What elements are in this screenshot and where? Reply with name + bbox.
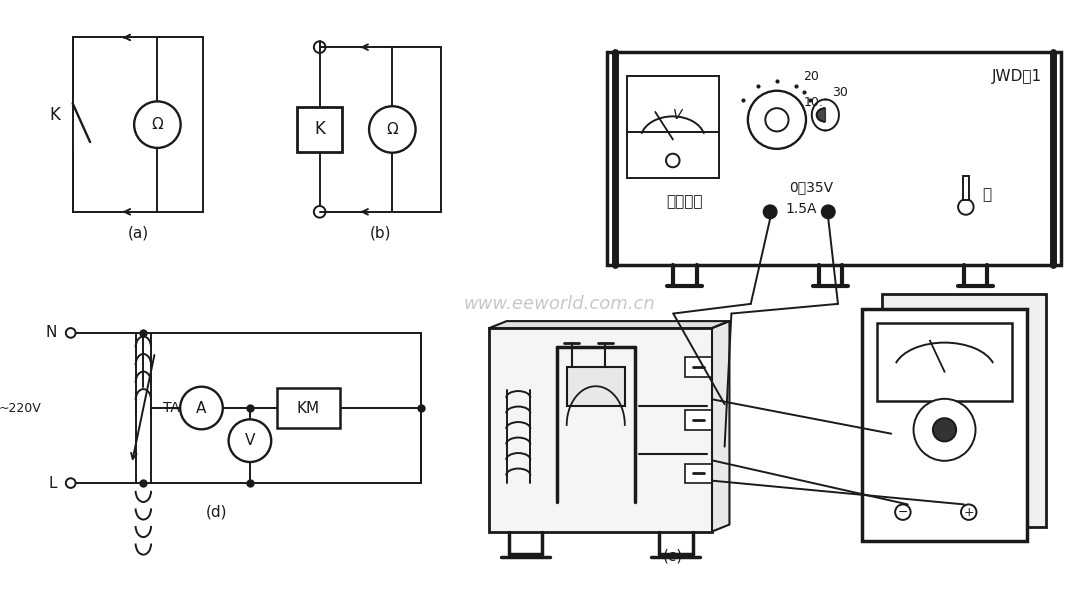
Text: 30: 30 [832,86,847,99]
Bar [489,328,712,531]
Text: (d): (d) [206,504,228,520]
Text: −: − [897,506,908,519]
Bar [277,388,340,428]
Bar [863,308,1026,541]
Circle shape [764,205,777,219]
Bar [608,52,1061,265]
Text: 20: 20 [803,69,819,83]
Text: N: N [46,325,58,340]
Text: TA: TA [163,401,180,415]
Text: KM: KM [297,401,320,416]
Bar [627,76,718,178]
Text: (c): (c) [663,548,684,563]
Text: Ω: Ω [152,117,163,132]
Bar [685,410,712,430]
Circle shape [958,199,973,214]
Text: JWD－1: JWD－1 [992,69,1043,84]
Text: K: K [315,120,326,138]
Text: A: A [196,401,206,416]
Circle shape [314,206,326,217]
Circle shape [66,328,76,338]
Circle shape [961,504,977,520]
Text: 开: 开 [983,187,992,202]
Circle shape [180,387,222,429]
Bar [685,357,712,377]
Text: 10.: 10. [804,96,824,109]
Text: L: L [49,476,58,491]
Text: 1.5A: 1.5A [786,202,817,216]
Text: V: V [245,433,255,448]
Bar [962,176,969,200]
Circle shape [914,399,975,461]
Polygon shape [712,321,729,531]
Text: +: + [963,506,974,519]
Bar [566,367,625,406]
Bar [877,323,1012,401]
Polygon shape [489,321,729,328]
Bar [297,107,342,152]
Text: V: V [673,108,682,122]
Text: (a): (a) [127,226,149,241]
Circle shape [66,478,76,488]
Circle shape [895,504,910,520]
Bar [881,294,1046,527]
Circle shape [821,205,835,219]
Circle shape [748,90,806,149]
Text: 稳压电源: 稳压电源 [666,195,703,210]
Circle shape [229,419,271,462]
Text: K: K [50,106,61,124]
Text: www.eeworld.com.cn: www.eeworld.com.cn [463,295,655,313]
Circle shape [135,101,180,148]
Text: ~220V: ~220V [0,401,41,415]
Bar [685,464,712,483]
Circle shape [666,154,679,167]
Polygon shape [817,108,826,122]
Circle shape [765,108,789,131]
Text: Ω: Ω [386,122,398,137]
Circle shape [369,106,416,153]
Circle shape [314,41,326,53]
Circle shape [933,418,956,441]
Text: 0～35V: 0～35V [789,181,833,195]
Text: (b): (b) [370,226,391,241]
